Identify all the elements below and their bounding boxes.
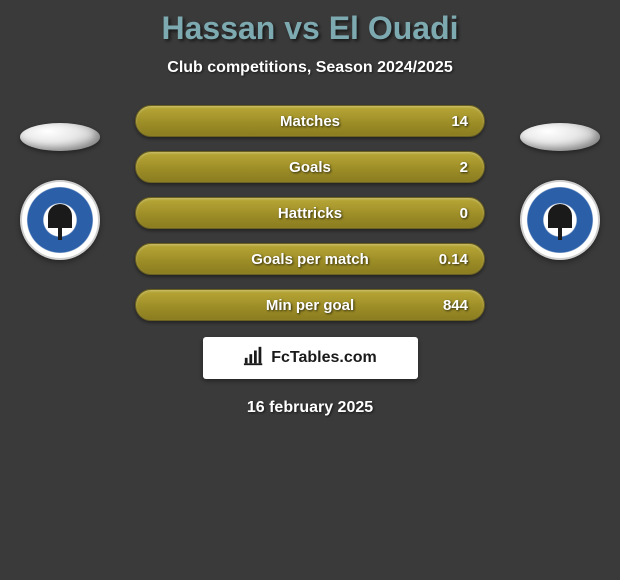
comparison-card: Hassan vs El Ouadi Club competitions, Se… [0,0,620,417]
player-avatar-right [520,123,600,151]
player-avatar-left [20,123,100,151]
stat-label: Goals per match [251,251,369,268]
club-logo-right [520,180,600,260]
club-logo-left [20,180,100,260]
stat-value: 14 [451,113,468,130]
stat-value: 0.14 [439,251,468,268]
stat-value: 2 [460,159,468,176]
brand-link[interactable]: FcTables.com [203,337,418,379]
stat-value: 0 [460,205,468,222]
stat-row: Matches 14 [135,105,485,137]
page-title: Hassan vs El Ouadi [0,10,620,47]
stat-row: Hattricks 0 [135,197,485,229]
stat-row: Goals 2 [135,151,485,183]
brand-text: FcTables.com [271,349,377,367]
date-text: 16 february 2025 [0,399,620,417]
stat-label: Min per goal [266,297,354,314]
stat-row: Min per goal 844 [135,289,485,321]
stat-label: Matches [280,113,340,130]
stat-label: Goals [289,159,331,176]
stats-list: Matches 14 Goals 2 Hattricks 0 Goals per… [135,105,485,321]
stat-label: Hattricks [278,205,342,222]
stat-value: 844 [443,297,468,314]
stat-row: Goals per match 0.14 [135,243,485,275]
chart-icon [243,345,265,372]
subtitle: Club competitions, Season 2024/2025 [0,59,620,77]
